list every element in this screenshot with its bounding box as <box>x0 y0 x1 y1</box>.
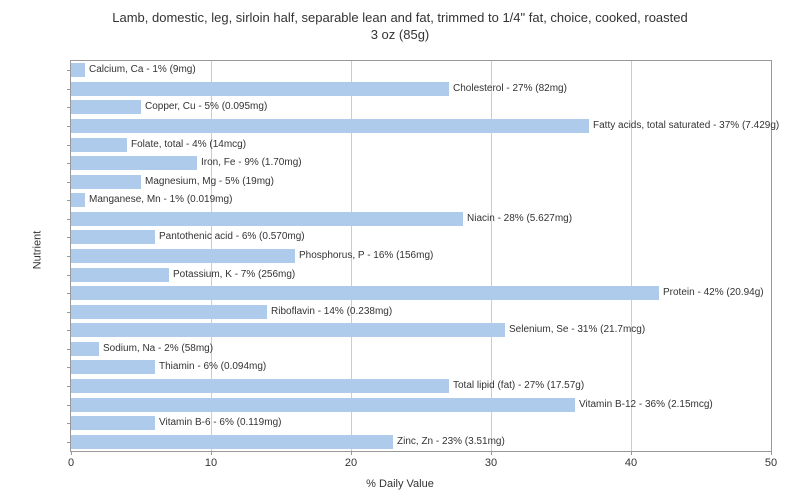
x-tick-label: 10 <box>205 457 217 469</box>
bar <box>71 63 85 77</box>
bar <box>71 138 127 152</box>
x-tick-label: 20 <box>345 457 357 469</box>
bar <box>71 268 169 282</box>
x-tick-label: 0 <box>68 457 74 469</box>
bar-label: Potassium, K - 7% (256mg) <box>173 268 295 282</box>
chart-title: Lamb, domestic, leg, sirloin half, separ… <box>0 0 800 44</box>
bar <box>71 342 99 356</box>
bar <box>71 360 155 374</box>
y-tick-mark <box>67 423 71 424</box>
x-tick-mark <box>71 451 72 455</box>
bar <box>71 100 141 114</box>
x-axis-label: % Daily Value <box>366 478 434 490</box>
bar <box>71 193 85 207</box>
y-tick-mark <box>67 442 71 443</box>
x-tick-label: 30 <box>485 457 497 469</box>
title-line-2: 3 oz (85g) <box>371 27 430 42</box>
y-tick-mark <box>67 256 71 257</box>
bar-label: Calcium, Ca - 1% (9mg) <box>89 63 196 77</box>
bar-label: Zinc, Zn - 23% (3.51mg) <box>397 435 505 449</box>
bar <box>71 119 589 133</box>
bar-label: Manganese, Mn - 1% (0.019mg) <box>89 193 232 207</box>
x-tick-mark <box>491 451 492 455</box>
bar-label: Magnesium, Mg - 5% (19mg) <box>145 175 274 189</box>
y-tick-mark <box>67 219 71 220</box>
y-tick-mark <box>67 107 71 108</box>
y-tick-mark <box>67 70 71 71</box>
title-line-1: Lamb, domestic, leg, sirloin half, separ… <box>112 10 687 25</box>
y-tick-mark <box>67 386 71 387</box>
bar-label: Fatty acids, total saturated - 37% (7.42… <box>593 119 779 133</box>
y-tick-mark <box>67 145 71 146</box>
x-tick-mark <box>631 451 632 455</box>
y-tick-mark <box>67 349 71 350</box>
bar-label: Vitamin B-6 - 6% (0.119mg) <box>159 416 281 430</box>
bar <box>71 230 155 244</box>
x-tick-label: 40 <box>625 457 637 469</box>
bar <box>71 305 267 319</box>
y-tick-mark <box>67 293 71 294</box>
bar <box>71 398 575 412</box>
bar-label: Pantothenic acid - 6% (0.570mg) <box>159 230 305 244</box>
x-tick-mark <box>211 451 212 455</box>
x-tick-mark <box>771 451 772 455</box>
bar <box>71 82 449 96</box>
chart-container: Lamb, domestic, leg, sirloin half, separ… <box>0 0 800 500</box>
bar-label: Cholesterol - 27% (82mg) <box>453 82 567 96</box>
y-tick-mark <box>67 367 71 368</box>
x-tick-label: 50 <box>765 457 777 469</box>
y-tick-mark <box>67 237 71 238</box>
bar <box>71 212 463 226</box>
y-tick-mark <box>67 163 71 164</box>
bar-label: Thiamin - 6% (0.094mg) <box>159 360 266 374</box>
y-tick-mark <box>67 275 71 276</box>
plot-area: 01020304050Calcium, Ca - 1% (9mg)Cholest… <box>70 60 772 452</box>
bar-label: Total lipid (fat) - 27% (17.57g) <box>453 379 584 393</box>
bar <box>71 286 659 300</box>
y-tick-mark <box>67 405 71 406</box>
y-tick-mark <box>67 330 71 331</box>
bar-label: Folate, total - 4% (14mcg) <box>131 138 246 152</box>
bar <box>71 416 155 430</box>
bar-label: Iron, Fe - 9% (1.70mg) <box>201 156 302 170</box>
bar <box>71 175 141 189</box>
y-axis-label: Nutrient <box>31 231 43 270</box>
bar <box>71 323 505 337</box>
bar <box>71 435 393 449</box>
bar <box>71 156 197 170</box>
bar-label: Protein - 42% (20.94g) <box>663 286 764 300</box>
bar-label: Phosphorus, P - 16% (156mg) <box>299 249 433 263</box>
bar <box>71 249 295 263</box>
bar <box>71 379 449 393</box>
y-tick-mark <box>67 89 71 90</box>
y-tick-mark <box>67 182 71 183</box>
x-tick-mark <box>351 451 352 455</box>
bar-label: Selenium, Se - 31% (21.7mcg) <box>509 323 645 337</box>
y-tick-mark <box>67 200 71 201</box>
bar-label: Niacin - 28% (5.627mg) <box>467 212 572 226</box>
bar-label: Riboflavin - 14% (0.238mg) <box>271 305 392 319</box>
y-tick-mark <box>67 126 71 127</box>
y-tick-mark <box>67 312 71 313</box>
bar-label: Sodium, Na - 2% (58mg) <box>103 342 213 356</box>
bar-label: Copper, Cu - 5% (0.095mg) <box>145 100 267 114</box>
bar-label: Vitamin B-12 - 36% (2.15mcg) <box>579 398 713 412</box>
